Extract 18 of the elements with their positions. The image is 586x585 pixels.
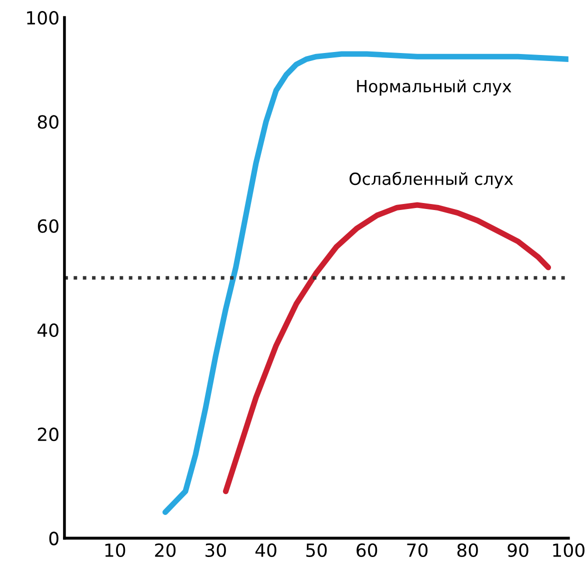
y-tick-label: 60	[38, 219, 58, 233]
series-label: Нормальный слух	[357, 80, 512, 96]
y-tick-label: 80	[38, 115, 58, 129]
x-tick-label: 90	[508, 543, 528, 558]
x-tick-label: 70	[407, 543, 428, 558]
y-tick-label: 40	[38, 323, 58, 338]
y-tick-label: 20	[38, 428, 58, 442]
x-tick-label: 30	[206, 543, 226, 558]
x-tick-label: 80	[457, 543, 478, 558]
x-tick-label: 50	[306, 543, 327, 558]
x-tick-label: 10	[105, 543, 126, 558]
x-tick-label: 40	[255, 543, 276, 558]
x-tick-label: 100	[553, 543, 584, 558]
x-tick-label: 20	[155, 543, 176, 558]
series-label: Ослабленный слух	[350, 172, 514, 188]
x-tick-label: 60	[356, 543, 378, 558]
y-tick-label: 100	[27, 11, 58, 25]
y-tick-label: 0	[49, 532, 58, 546]
